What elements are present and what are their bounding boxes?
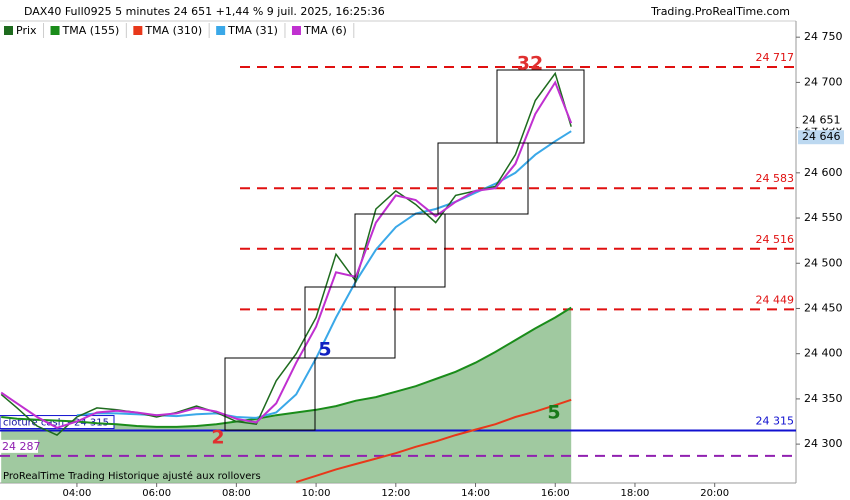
footer: ProRealTime Trading Historique ajusté au… xyxy=(3,470,261,482)
x-tick-label: 14:00 xyxy=(461,488,490,499)
legend-label: TMA (310) xyxy=(144,24,202,37)
legend-swatch xyxy=(216,26,226,35)
level-label: 24 287 xyxy=(2,440,41,453)
annotation: 5 xyxy=(318,339,331,361)
annotation: 2 xyxy=(211,427,224,449)
legend-label: TMA (31) xyxy=(227,24,278,37)
legend-swatch xyxy=(50,26,60,35)
x-tick-label: 08:00 xyxy=(222,488,251,499)
price-tag xyxy=(798,113,844,128)
x-tick-label: 20:00 xyxy=(700,488,729,499)
x-tick-label: 04:00 xyxy=(63,488,92,499)
box xyxy=(354,213,446,288)
level-label: 24 449 xyxy=(756,293,795,306)
series-line xyxy=(1,306,572,428)
y-tick-label: 24 600 xyxy=(804,166,843,179)
annotation: 32 xyxy=(517,53,543,75)
y-tick-label: 24 700 xyxy=(804,75,843,88)
x-tick-label: 06:00 xyxy=(142,488,171,499)
legend-label: Prix xyxy=(16,24,37,37)
y-tick-label: 24 350 xyxy=(804,392,843,405)
level-label: 24 516 xyxy=(756,233,795,246)
legend: Prix TMA (155) TMA (310) TMA (31) TMA (6) xyxy=(4,23,355,38)
y-tick-label: 24 400 xyxy=(804,347,843,360)
box xyxy=(437,142,529,215)
boxes xyxy=(224,69,585,431)
x-tick-label: 10:00 xyxy=(302,488,331,499)
series-line xyxy=(295,398,572,484)
level-label: 24 717 xyxy=(756,51,795,64)
legend-swatch xyxy=(4,26,13,35)
y-tick-label: 24 500 xyxy=(804,256,843,269)
price-tag xyxy=(798,130,844,145)
legend-swatch xyxy=(133,26,143,35)
box xyxy=(496,69,585,144)
price-tag-label: 24 651 xyxy=(802,114,841,127)
y-tick-label: 24 450 xyxy=(804,301,843,314)
x-tick-label: 16:00 xyxy=(541,488,570,499)
level-label: 24 315 xyxy=(756,415,795,428)
y-tick-label: 24 750 xyxy=(804,30,843,43)
y-tick-label: 24 300 xyxy=(804,437,843,450)
source: Trading.ProRealTime.com xyxy=(650,5,790,18)
area xyxy=(1,307,572,483)
level-label: 24 583 xyxy=(756,172,795,185)
annotation: 5 xyxy=(547,402,560,424)
legend-label: TMA (155) xyxy=(62,24,120,37)
box xyxy=(224,357,316,431)
series-line xyxy=(0,80,573,429)
box xyxy=(304,286,396,359)
legend-swatch xyxy=(291,26,301,35)
chart-title: DAX40 Full0925 5 minutes 24 651 +1,44 % … xyxy=(24,5,385,18)
x-tick-label: 18:00 xyxy=(621,488,650,499)
y-tick-label: 24 550 xyxy=(804,211,843,224)
legend-label: TMA (6) xyxy=(303,24,347,37)
price-tag-label: 24 646 xyxy=(802,130,841,143)
tag-box xyxy=(0,439,38,453)
x-tick-label: 12:00 xyxy=(381,488,410,499)
